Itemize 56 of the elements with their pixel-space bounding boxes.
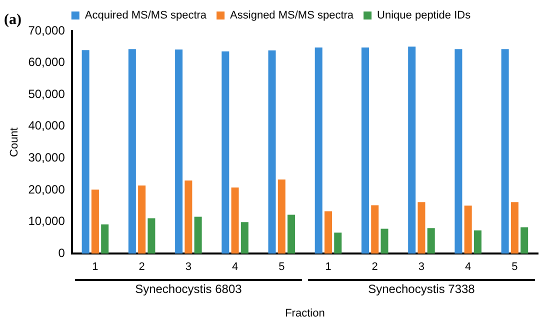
x-tick-label: 4	[465, 261, 472, 274]
bar	[288, 214, 296, 254]
y-axis-title: Count	[8, 128, 21, 157]
x-tick-label: 5	[278, 261, 285, 274]
bar	[240, 222, 248, 254]
legend-label: Unique peptide IDs	[377, 10, 472, 22]
y-tick-label: 30,000	[28, 150, 66, 165]
y-tick-label: 20,000	[28, 182, 66, 196]
y-tick-label: 70,000	[28, 23, 66, 38]
bar	[148, 218, 156, 254]
x-tick-label: 1	[92, 261, 98, 274]
bar	[371, 205, 379, 254]
bar	[408, 46, 416, 254]
bar	[91, 190, 99, 254]
x-tick-label: 3	[185, 261, 192, 274]
x-tick-label: 1	[325, 261, 332, 274]
bar	[418, 202, 426, 254]
bar	[101, 224, 109, 254]
text: (a)	[4, 12, 22, 28]
bar	[361, 48, 369, 254]
y-tick-label: 50,000	[28, 86, 66, 101]
bar	[324, 211, 332, 254]
bar	[175, 49, 183, 254]
bar	[501, 49, 509, 254]
text: Synechocystis 7338	[368, 282, 476, 296]
x-tick-label: 5	[512, 261, 518, 274]
bar	[268, 50, 276, 254]
bar	[474, 230, 482, 254]
legend-label: Acquired MS/MS spectra	[84, 10, 208, 22]
y-tick-label: 40,000	[28, 118, 66, 133]
x-tick-label: 2	[372, 261, 378, 274]
bar	[427, 228, 435, 254]
bar	[520, 227, 528, 254]
y-tick-label: 10,000	[28, 214, 66, 228]
bar	[138, 186, 146, 254]
x-tick-label: 4	[232, 261, 238, 274]
bar	[82, 50, 90, 254]
x-axis-title: Fraction	[285, 307, 325, 320]
bar	[222, 51, 230, 254]
bar	[128, 49, 136, 254]
y-tick-label: 0	[58, 246, 66, 260]
bar	[464, 206, 472, 254]
x-tick-label: 2	[138, 261, 145, 274]
bar	[314, 48, 322, 254]
bar	[184, 180, 192, 254]
bar	[194, 216, 202, 254]
x-tick-label: 3	[418, 261, 425, 274]
bar	[510, 202, 518, 254]
y-tick-label: 60,000	[28, 55, 66, 70]
bar	[278, 180, 286, 254]
bar	[380, 228, 388, 254]
bar	[231, 187, 239, 254]
bar	[334, 232, 342, 254]
legend-label: Assigned MS/MS spectra	[230, 10, 354, 22]
text: Synechocystis 6803	[135, 282, 242, 296]
bar	[454, 49, 462, 254]
